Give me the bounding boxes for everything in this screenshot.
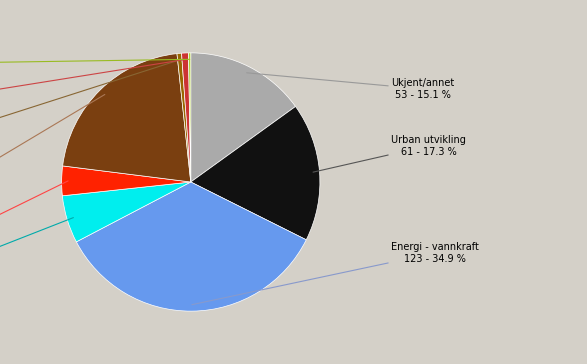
Wedge shape	[191, 106, 320, 240]
Text: Transport
3 - 0.9 %: Transport 3 - 0.9 %	[0, 59, 185, 105]
Text: Turisme og rekreasjon
1 - 0.3 %: Turisme og rekreasjon 1 - 0.3 %	[0, 52, 190, 74]
Text: Skogbruk
2 - 0.6 %: Skogbruk 2 - 0.6 %	[0, 60, 180, 139]
Text: Ukjent/annet
53 - 15.1 %: Ukjent/annet 53 - 15.1 %	[247, 73, 454, 100]
Text: Industri
13 - 3.7 %: Industri 13 - 3.7 %	[0, 181, 68, 242]
Text: Landbruk
75 - 21.3 %: Landbruk 75 - 21.3 %	[0, 95, 105, 190]
Text: Fiskeri og akvakultur
21 - 6.0 %: Fiskeri og akvakultur 21 - 6.0 %	[0, 218, 73, 281]
Text: Energi - vannkraft
123 - 34.9 %: Energi - vannkraft 123 - 34.9 %	[192, 242, 479, 305]
Wedge shape	[76, 182, 306, 311]
Wedge shape	[181, 53, 191, 182]
Wedge shape	[62, 182, 191, 242]
Wedge shape	[63, 54, 191, 182]
Wedge shape	[62, 166, 191, 196]
Wedge shape	[191, 53, 295, 182]
Text: Urban utvikling
61 - 17.3 %: Urban utvikling 61 - 17.3 %	[313, 135, 466, 172]
Wedge shape	[177, 53, 191, 182]
Wedge shape	[188, 53, 191, 182]
